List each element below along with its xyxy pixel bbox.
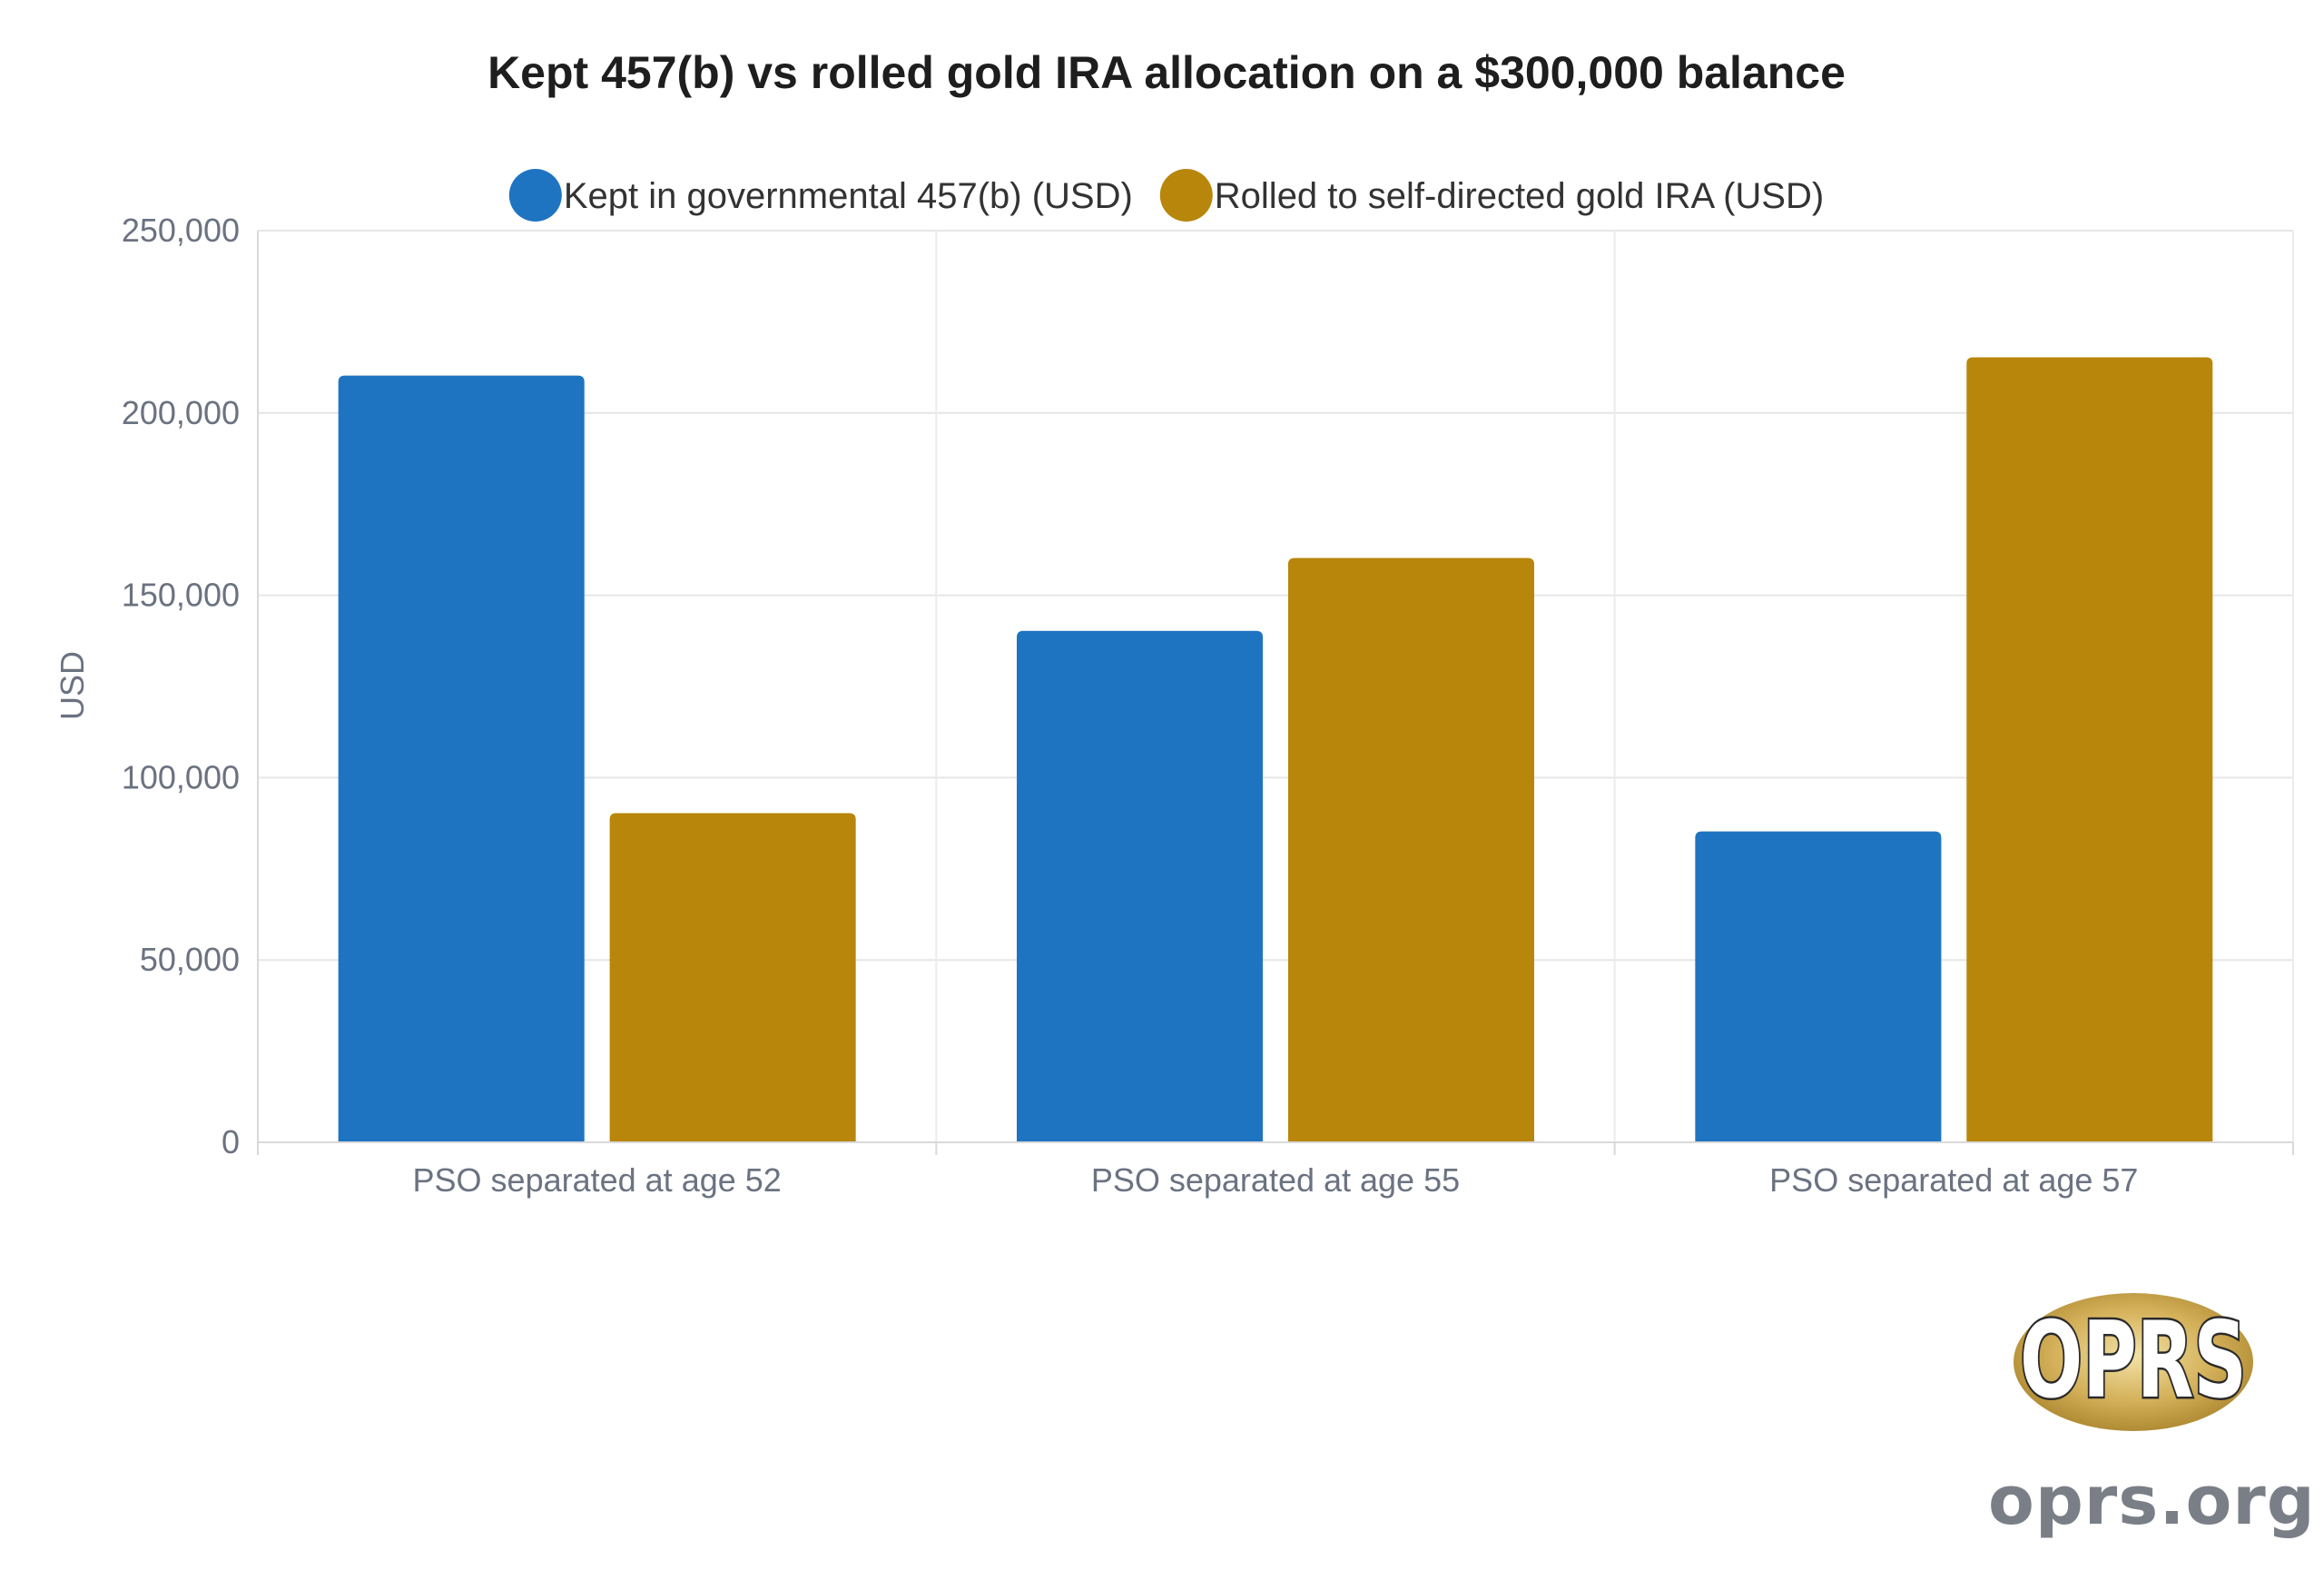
- axes: 0 50,000 100,000 150,000 200,000 250,000 PSO s…: [122, 212, 2294, 1199]
- y-tick-label: 250,000: [122, 212, 240, 249]
- brand-url: oprs.org: [1988, 1462, 2316, 1540]
- x-tick-label: PSO separated at age 57: [1769, 1161, 2138, 1199]
- x-tick-label: PSO separated at age 52: [413, 1161, 782, 1199]
- bar-kept-457b-1: [1017, 630, 1264, 1143]
- legend-swatch-kept-457b: [508, 169, 562, 222]
- bars: [338, 357, 2213, 1143]
- bar-gold-ira-0: [609, 813, 856, 1143]
- legend-swatch-gold-ira: [1159, 169, 1213, 222]
- y-tick-label: 200,000: [122, 394, 240, 431]
- bar-gold-ira-1: [1287, 558, 1534, 1143]
- y-tick-label: 150,000: [122, 577, 240, 614]
- y-axis-label: USD: [54, 651, 91, 720]
- oprs-logo: OPRS: [2014, 1293, 2253, 1431]
- chart-title: Kept 457(b) vs rolled gold IRA allocatio…: [487, 47, 1846, 98]
- y-tick-label: 50,000: [140, 941, 240, 978]
- oprs-logo-text: OPRS: [2020, 1299, 2247, 1422]
- legend-label: Rolled to self-directed gold IRA (USD): [1215, 176, 1824, 216]
- legend-label: Kept in governmental 457(b) (USD): [564, 176, 1133, 216]
- y-tick-label: 100,000: [122, 758, 240, 795]
- bar-kept-457b-0: [338, 375, 585, 1143]
- x-tick-label: PSO separated at age 55: [1091, 1161, 1460, 1199]
- bar-kept-457b-2: [1695, 831, 1942, 1143]
- y-tick-label: 0: [222, 1123, 240, 1160]
- legend: Kept in governmental 457(b) (USD) Rolled …: [508, 169, 1824, 222]
- bar-gold-ira-2: [1966, 357, 2213, 1143]
- grid: [257, 230, 2294, 1143]
